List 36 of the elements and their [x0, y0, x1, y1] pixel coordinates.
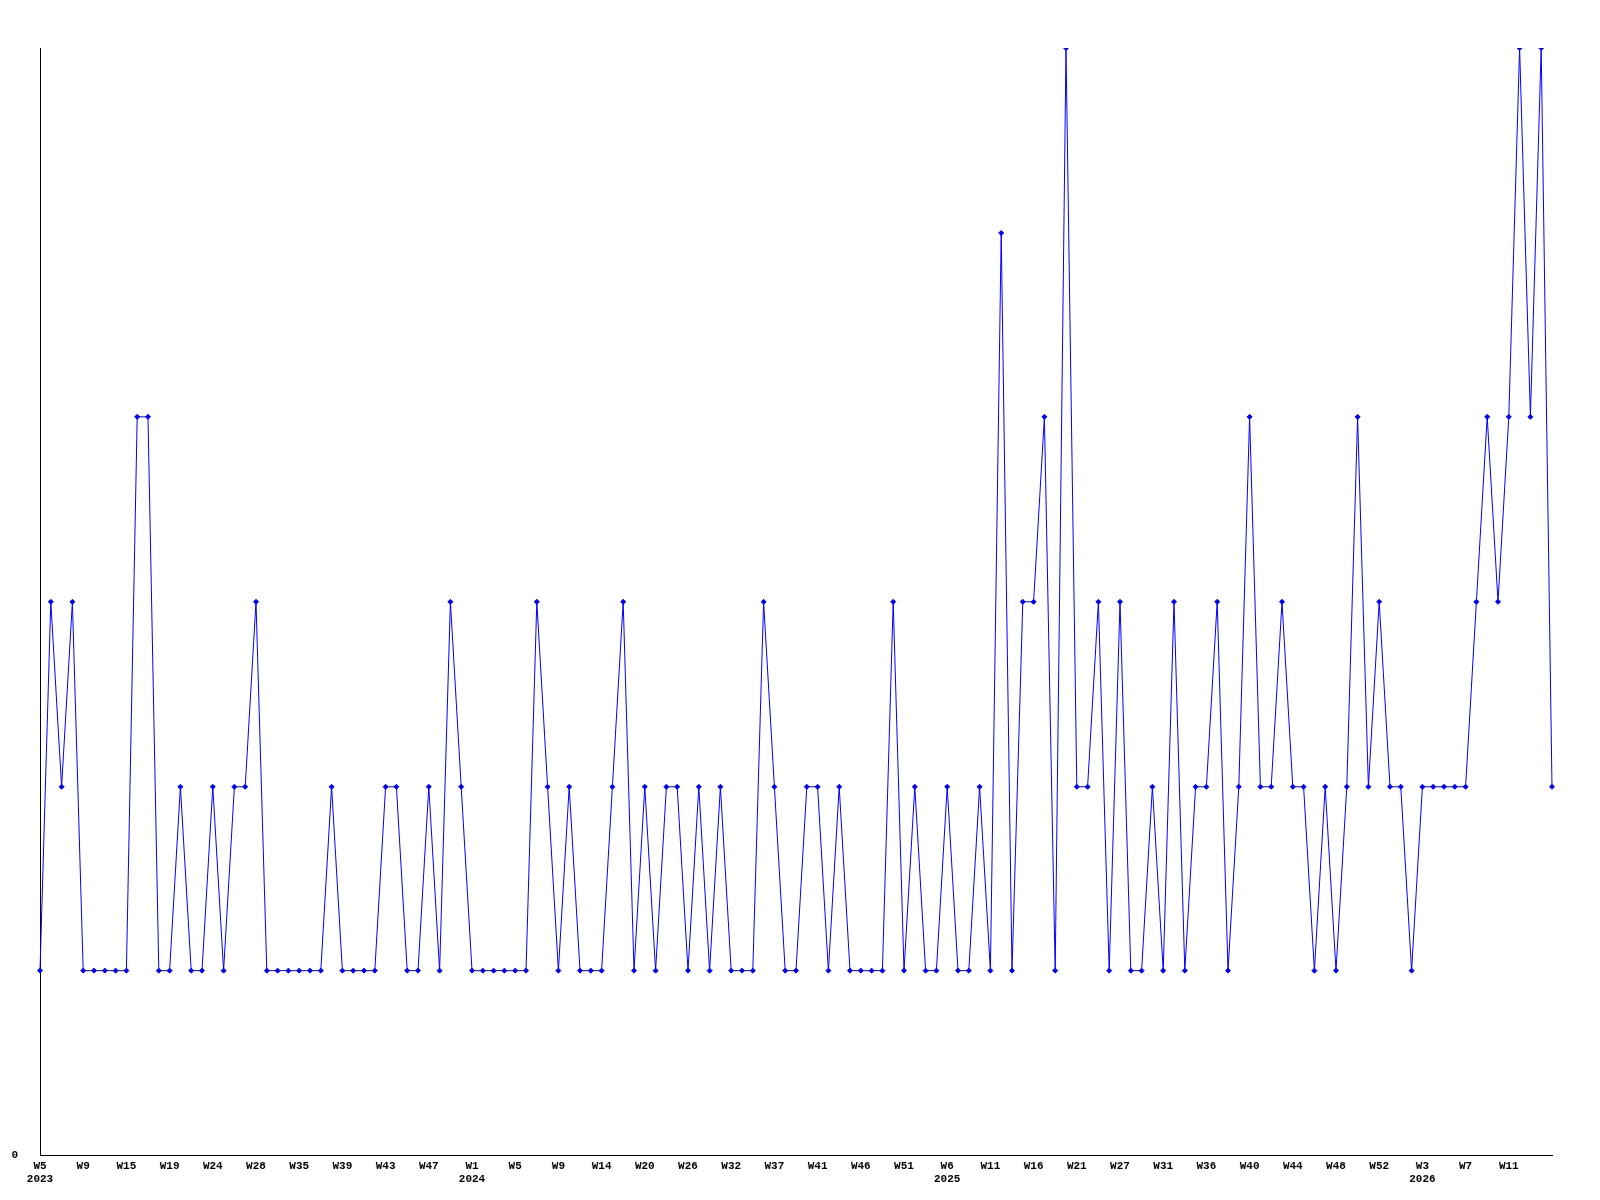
x-tick-label: W19: [159, 1159, 180, 1172]
x-tick-label: W48: [1326, 1159, 1347, 1172]
x-tick-label: W46: [850, 1159, 871, 1172]
x-tick-label: W35: [289, 1159, 310, 1172]
x-tick-label: W1 2024: [458, 1159, 486, 1186]
x-tick-label: W16: [1023, 1159, 1044, 1172]
x-tick-label: W41: [807, 1159, 828, 1172]
x-tick-label: W26: [678, 1159, 698, 1172]
x-tick-label: W15: [116, 1159, 137, 1172]
x-tick-label: W24: [202, 1159, 224, 1172]
x-tick-label: W36: [1196, 1159, 1217, 1172]
x-tick-label: W11: [1498, 1159, 1520, 1172]
x-tick-label: W14: [591, 1159, 612, 1172]
x-tick-label: W40: [1239, 1159, 1260, 1172]
x-tick-label: W5: [508, 1159, 523, 1172]
x-tick-label: W37: [764, 1159, 785, 1172]
x-tick-label: W20: [634, 1159, 655, 1172]
x-tick-label: W43: [375, 1159, 396, 1172]
x-tick-label: W28: [246, 1159, 267, 1172]
x-tick-label: W11: [980, 1159, 1001, 1172]
x-tick-label: W51: [894, 1159, 915, 1172]
x-tick-label: W39: [332, 1159, 353, 1172]
x-tick-label: W3 2026: [1409, 1159, 1436, 1186]
x-tick-label: W9: [551, 1159, 565, 1172]
x-tick-label: W9: [76, 1159, 90, 1172]
x-tick-label: W52: [1369, 1159, 1390, 1172]
x-tick-label: W27: [1110, 1159, 1130, 1172]
x-tick-label: W31: [1153, 1159, 1174, 1172]
text: 0: [11, 1149, 18, 1162]
x-tick-label: W21: [1066, 1159, 1088, 1172]
x-tick-label: W6 2025: [934, 1159, 961, 1186]
x-tick-label: W47: [418, 1159, 439, 1172]
x-tick-label: W32: [721, 1159, 742, 1172]
x-tick-label: W5 2023: [26, 1159, 54, 1186]
x-tick-label: W44: [1282, 1159, 1304, 1172]
x-tick-label: W7: [1459, 1159, 1473, 1172]
